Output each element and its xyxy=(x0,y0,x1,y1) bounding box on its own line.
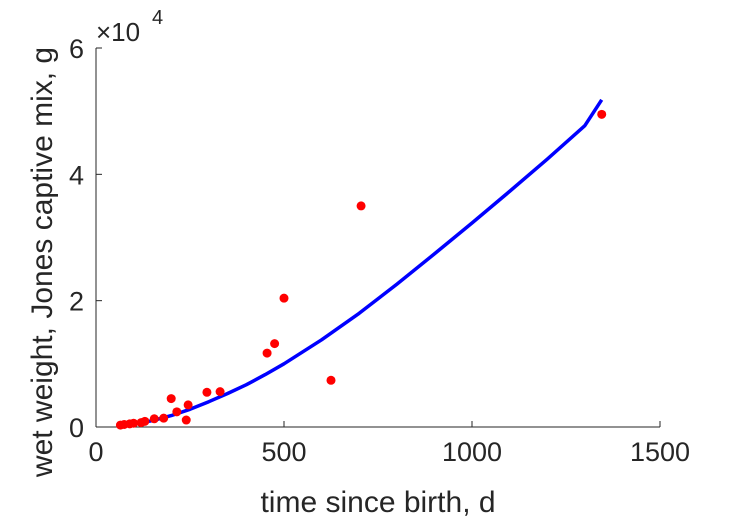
data-point xyxy=(597,109,607,119)
x-tick-label: 1000 xyxy=(442,437,502,467)
x-tick-label: 500 xyxy=(261,437,306,467)
axes xyxy=(95,48,660,428)
plot-area xyxy=(115,98,607,430)
x-axis-title: time since birth, d xyxy=(260,486,495,519)
data-point xyxy=(326,375,336,385)
y-axis-ticks: 0 2 4 6 xyxy=(69,34,102,443)
y-tick-label: 2 xyxy=(69,287,84,317)
y-axis-exponent-base: ×10 xyxy=(96,17,140,47)
data-point xyxy=(149,414,159,424)
y-tick-label: 0 xyxy=(69,413,84,443)
x-axis-ticks: 0 500 1000 1500 xyxy=(88,421,690,467)
data-point xyxy=(202,387,212,397)
y-tick-label: 6 xyxy=(69,34,84,64)
data-point xyxy=(215,387,225,397)
fit-curve xyxy=(120,98,604,428)
data-point xyxy=(270,339,280,349)
data-point xyxy=(140,416,150,426)
data-point xyxy=(172,407,182,417)
x-tick-label: 1500 xyxy=(630,437,690,467)
data-point xyxy=(159,413,169,423)
data-point xyxy=(279,293,289,303)
data-point xyxy=(183,400,193,410)
x-tick-label: 0 xyxy=(88,437,103,467)
y-tick-label: 4 xyxy=(69,160,84,190)
y-axis-title: wet weight, Jones captive mix, g xyxy=(26,47,59,478)
y-axis-exponent-power: 4 xyxy=(152,7,163,29)
data-point xyxy=(356,201,366,211)
data-point xyxy=(262,348,272,358)
data-point xyxy=(166,394,176,404)
data-point xyxy=(129,418,139,428)
data-point xyxy=(181,415,191,425)
